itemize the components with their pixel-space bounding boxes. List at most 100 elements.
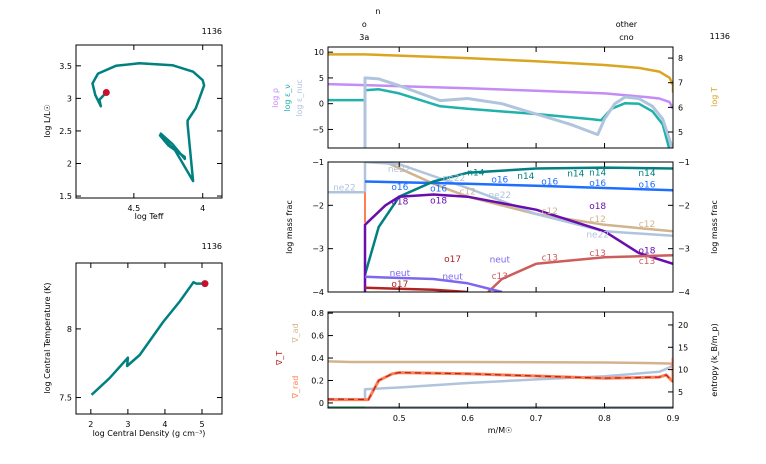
series-line-c12 bbox=[384, 162, 673, 233]
series-label-o17: o17 bbox=[391, 280, 408, 290]
series-label-o16: o16 bbox=[491, 176, 508, 186]
series-label-o16: o16 bbox=[430, 184, 447, 194]
series-label-c12: c12 bbox=[589, 215, 605, 225]
profile-top-frame bbox=[327, 46, 674, 149]
series-line-log-T bbox=[328, 53, 673, 93]
y-right-tick-label: 15 bbox=[678, 343, 688, 352]
y-tick-label: 0 bbox=[319, 100, 324, 109]
y-tick-label: 8 bbox=[67, 325, 72, 334]
hr-model-number: 1136 bbox=[202, 27, 222, 36]
burning-zone-annotation: cno bbox=[619, 33, 633, 42]
profile-bottom-plot-area bbox=[328, 324, 673, 408]
series-label-n14: n14 bbox=[467, 168, 484, 178]
series-label-ne22: ne22 bbox=[586, 231, 609, 241]
top-ylabel-eps-nu: log ε_ν bbox=[283, 84, 292, 112]
y-tick-label: −2 bbox=[312, 201, 324, 210]
y-tick-label: 3 bbox=[67, 94, 72, 103]
x-tick-label: 0.9 bbox=[667, 414, 680, 423]
series-line-log-nuc bbox=[363, 76, 673, 148]
profile-mid-plot-area bbox=[328, 162, 673, 292]
y-right-tick-label: 5 bbox=[678, 128, 683, 137]
x-tick-label: 0.5 bbox=[393, 414, 406, 423]
series-label-ne22: ne22 bbox=[443, 174, 466, 184]
y-tick-label: 0 bbox=[319, 399, 324, 408]
series-label-ne22: ne22 bbox=[388, 165, 411, 175]
y-tick-label: −5 bbox=[312, 125, 324, 134]
mid-yrlabel: log mass frac bbox=[710, 200, 719, 254]
rhoT-frame bbox=[75, 262, 223, 415]
burning-zone-annotation: n bbox=[375, 7, 380, 16]
series-line-o18 bbox=[363, 193, 673, 292]
y-right-tick-label: 20 bbox=[678, 321, 688, 330]
series-label-o16: o16 bbox=[541, 177, 558, 187]
x-tick-label: 3 bbox=[125, 420, 130, 429]
bot-yrlabel-entropy: entropy (k_B/m_p) bbox=[710, 323, 719, 396]
x-tick-label: 0.8 bbox=[598, 414, 611, 423]
x-tick-label: 0.7 bbox=[530, 414, 543, 423]
rhot-model-number: 1136 bbox=[202, 242, 222, 251]
y-right-tick-label: 7 bbox=[678, 79, 683, 88]
x-tick-label: 5 bbox=[199, 420, 204, 429]
series-label-ne22: ne22 bbox=[333, 183, 356, 193]
series-label-c12: c12 bbox=[459, 188, 475, 198]
y-right-tick-label: 10 bbox=[678, 366, 688, 375]
rhoT-panel: 2 3 4 5 7.5 8 bbox=[59, 262, 223, 429]
y-right-tick-label: 8 bbox=[678, 54, 683, 63]
series-label-neut: neut bbox=[442, 272, 463, 282]
y-tick-label: −4 bbox=[312, 288, 324, 297]
y-tick-label: 10 bbox=[314, 48, 324, 57]
series-label-c13: c13 bbox=[492, 272, 508, 282]
series-label-o17: o17 bbox=[444, 255, 461, 265]
x-tick-label: 0.6 bbox=[461, 414, 474, 423]
x-tick-label: 4.5 bbox=[127, 204, 140, 213]
series-label-c13: c13 bbox=[639, 257, 655, 267]
rhot-xlabel: log Central Density (g cm⁻³) bbox=[93, 429, 206, 438]
top-ylabel-eps-nuc: log ε_nuc bbox=[295, 79, 304, 117]
hr-plot-area bbox=[91, 61, 206, 183]
series-label-o16: o16 bbox=[391, 183, 408, 193]
series-label-ne22: ne22 bbox=[488, 191, 511, 201]
burning-zone-annotation: o bbox=[362, 20, 367, 29]
series-label-n14: n14 bbox=[567, 169, 584, 179]
y-tick-label: 0.6 bbox=[311, 332, 324, 341]
series-label-c12: c12 bbox=[542, 207, 558, 217]
profile-bottom-frame bbox=[327, 311, 674, 409]
burning-zone-annotation: other bbox=[616, 20, 638, 29]
series-label-o16: o16 bbox=[639, 180, 656, 190]
series-label-c13: c13 bbox=[542, 254, 558, 264]
y-right-tick-label: 5 bbox=[678, 388, 683, 397]
series-label-neut: neut bbox=[390, 269, 411, 279]
profile-mid-frame bbox=[327, 161, 674, 293]
y-tick-label: −1 bbox=[312, 158, 324, 167]
series-line-c13 bbox=[487, 253, 673, 292]
y-right-tick-label: −2 bbox=[678, 201, 690, 210]
series-line--rad bbox=[328, 358, 673, 402]
y-tick-label: 5 bbox=[319, 74, 324, 83]
rhot-ylabel: log Central Temperature (K) bbox=[43, 282, 52, 393]
hr-xlabel: log Teff bbox=[135, 212, 164, 221]
series-label-n14: n14 bbox=[638, 169, 655, 179]
profile-top-plot-area bbox=[328, 53, 673, 148]
y-right-tick-label: −3 bbox=[678, 245, 690, 254]
y-tick-label: 0.8 bbox=[311, 309, 324, 318]
y-tick-label: 7.5 bbox=[59, 394, 72, 403]
series-line-entropy bbox=[328, 324, 673, 401]
profile-top-panel: −5 0 5 10 5 6 7 8 bbox=[312, 46, 683, 149]
series-label-n14: n14 bbox=[589, 169, 606, 179]
series-label-neut: neut bbox=[490, 255, 511, 265]
bot-ylabel-grad-ad: ∇_ad bbox=[291, 323, 300, 343]
series-label-c12: c12 bbox=[639, 220, 655, 230]
hr-ylabel: log L/L☉ bbox=[43, 104, 52, 138]
x-tick-label: 2 bbox=[88, 420, 93, 429]
y-tick-label: 0.2 bbox=[311, 376, 324, 385]
y-tick-label: 0.4 bbox=[311, 354, 324, 363]
series-line-0 bbox=[90, 280, 205, 396]
y-right-tick-label: −1 bbox=[678, 158, 690, 167]
hr-panel: 4.5 4 1.5 2 2.5 3 3.5 bbox=[59, 44, 223, 213]
mid-ylabel: log mass frac bbox=[285, 200, 294, 254]
bot-ylabel-grad-t: ∇_T bbox=[275, 351, 284, 366]
y-tick-label: 3.5 bbox=[59, 62, 72, 71]
series-line-o16 bbox=[364, 180, 673, 192]
series-label-o16: o16 bbox=[589, 179, 606, 189]
